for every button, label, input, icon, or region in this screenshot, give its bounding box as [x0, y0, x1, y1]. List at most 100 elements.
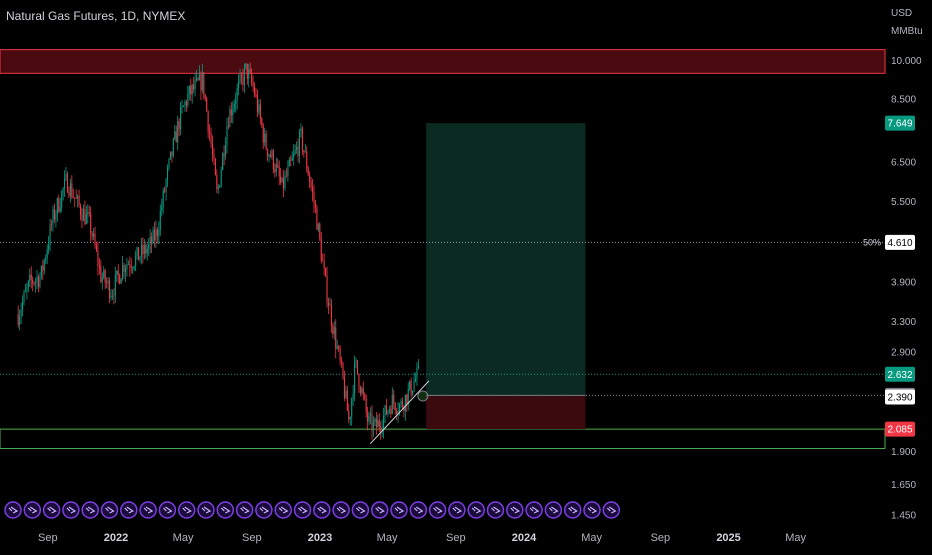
candle-body — [268, 154, 270, 157]
support-zone[interactable] — [0, 428, 886, 450]
event-icon[interactable] — [255, 501, 273, 519]
event-icon[interactable] — [467, 501, 485, 519]
event-icon[interactable] — [332, 501, 350, 519]
event-icon[interactable] — [177, 501, 196, 519]
event-circle-icon — [255, 501, 273, 519]
candle-body — [23, 292, 25, 302]
candle-body — [278, 166, 280, 177]
candle-body — [251, 72, 253, 83]
event-icon[interactable] — [23, 501, 42, 519]
event-arrow-icon — [162, 506, 173, 514]
resistance-zone[interactable] — [0, 49, 886, 74]
position-profit-zone[interactable] — [426, 123, 586, 396]
event-icon[interactable] — [139, 501, 157, 519]
candle-body — [346, 390, 348, 411]
candle-body — [85, 214, 87, 225]
event-icon[interactable] — [216, 501, 235, 519]
candle-body — [214, 159, 216, 176]
event-icon[interactable] — [409, 501, 428, 519]
candle-body — [110, 295, 112, 298]
event-arrow-icon — [606, 506, 617, 514]
candle-body — [217, 187, 219, 190]
entry-marker[interactable] — [417, 390, 429, 402]
candle-body — [262, 125, 264, 143]
candle-body — [117, 270, 119, 275]
candle-body — [104, 270, 106, 283]
candle-body — [207, 111, 209, 132]
event-circle-icon — [313, 501, 331, 519]
candle-body — [132, 268, 134, 269]
candle-body — [383, 415, 385, 430]
event-arrow-icon — [452, 506, 463, 514]
candle-body — [119, 274, 121, 284]
event-circle-icon — [23, 501, 42, 519]
candle-body — [416, 368, 418, 379]
candle-body — [307, 168, 309, 176]
candle-body — [364, 394, 366, 399]
candle-body — [259, 104, 261, 119]
candle-body — [93, 233, 95, 237]
event-icon[interactable] — [583, 501, 601, 519]
candle-body — [175, 131, 177, 143]
event-arrow-icon — [278, 506, 289, 514]
candle-body — [407, 388, 409, 405]
event-arrow-icon — [105, 506, 115, 514]
event-icon[interactable] — [506, 501, 524, 519]
event-icon[interactable] — [448, 501, 466, 519]
event-icon[interactable] — [390, 501, 408, 519]
event-icon[interactable] — [120, 501, 138, 519]
candle-body — [413, 381, 415, 391]
candle-body — [161, 207, 163, 211]
position-stop-zone[interactable] — [426, 395, 586, 430]
candle-body — [124, 268, 127, 273]
event-icon[interactable] — [293, 501, 312, 519]
event-icon[interactable] — [525, 501, 543, 519]
event-arrow-icon — [66, 506, 77, 514]
event-icon[interactable] — [370, 501, 389, 519]
candle-body — [137, 247, 140, 261]
event-circle-icon — [370, 501, 389, 519]
candle-body — [390, 408, 392, 414]
event-circle-icon — [42, 501, 61, 519]
candle-body — [81, 214, 83, 221]
event-icon[interactable] — [42, 501, 61, 519]
event-icon[interactable] — [62, 501, 80, 519]
candle-body — [130, 267, 132, 269]
event-circle-icon — [293, 501, 312, 519]
event-icon[interactable] — [100, 501, 119, 519]
x-tick-label: Sep — [446, 532, 466, 544]
event-icon[interactable] — [313, 501, 331, 519]
candle-body — [39, 276, 41, 287]
candle-body — [310, 182, 312, 187]
price-badge-bg — [885, 115, 915, 131]
event-icon[interactable] — [158, 501, 177, 519]
event-icon[interactable] — [197, 501, 215, 519]
candle-body — [240, 74, 243, 77]
event-icon[interactable] — [602, 501, 621, 519]
trendline[interactable] — [369, 380, 430, 445]
event-icon[interactable] — [563, 501, 582, 519]
candle-body — [135, 255, 137, 267]
candle-body — [294, 149, 296, 154]
candle-body — [149, 236, 151, 245]
price-badge-bg — [885, 234, 915, 250]
candle-body — [264, 133, 266, 143]
event-icon[interactable] — [486, 501, 505, 519]
candle-body — [342, 362, 344, 379]
event-icon[interactable] — [274, 501, 292, 519]
event-icon[interactable] — [351, 501, 370, 519]
event-circle-icon — [332, 501, 350, 519]
event-arrow-icon — [587, 506, 598, 514]
event-icon[interactable] — [428, 501, 447, 519]
event-icon[interactable] — [81, 501, 99, 519]
candle-body — [177, 121, 179, 143]
candle-body — [326, 275, 328, 303]
candle-body — [180, 106, 182, 130]
event-icon[interactable] — [544, 501, 563, 519]
event-icon[interactable] — [235, 501, 254, 519]
candle-body — [30, 274, 32, 280]
event-icon[interactable] — [4, 501, 22, 519]
candle-body — [355, 360, 357, 362]
